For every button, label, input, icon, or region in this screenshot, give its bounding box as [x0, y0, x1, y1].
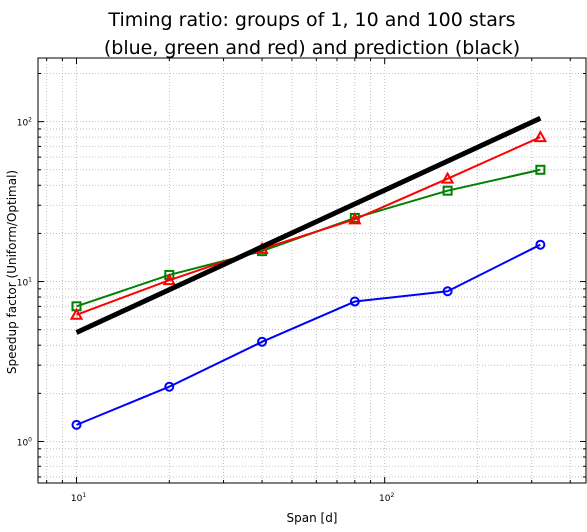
- series-0-point: [257, 336, 268, 347]
- series-0-point: [349, 296, 360, 307]
- series-0-point: [535, 239, 546, 250]
- y-tick-label: 102: [17, 117, 32, 129]
- y-tick-label: 100: [17, 436, 32, 448]
- series-3-line: [75, 115, 542, 335]
- series-0-point: [164, 381, 175, 392]
- series-1-point: [442, 185, 453, 196]
- series-2-point: [533, 130, 548, 143]
- plot-frame: [37, 57, 587, 484]
- series-1-point: [164, 269, 175, 280]
- series-0-point: [71, 419, 82, 430]
- series-1-line: [76, 168, 541, 308]
- series-1-point: [535, 164, 546, 175]
- grid-lines: [38, 58, 586, 483]
- chart-title-line-2: (blue, green and red) and prediction (bl…: [104, 37, 520, 59]
- series-0-point: [442, 286, 453, 297]
- x-tick-label: 102: [379, 492, 394, 504]
- series-2-point: [69, 307, 84, 320]
- data-series: [69, 115, 548, 430]
- x-axis-label: Span [d]: [287, 511, 338, 525]
- series-2-point: [348, 212, 362, 225]
- y-tick-label: 101: [17, 277, 32, 289]
- axis-ticks: 101 102 100 101 102: [17, 58, 586, 504]
- y-axis-label: Speedup factor (Uniform/Optimal): [5, 170, 19, 374]
- series-0-line: [76, 243, 541, 426]
- x-tick-label: 101: [71, 492, 86, 504]
- chart-title-line-1: Timing ratio: groups of 1, 10 and 100 st…: [107, 9, 515, 31]
- series-2-line: [76, 136, 541, 316]
- series-2-point: [440, 171, 455, 184]
- series-2-point: [162, 273, 176, 286]
